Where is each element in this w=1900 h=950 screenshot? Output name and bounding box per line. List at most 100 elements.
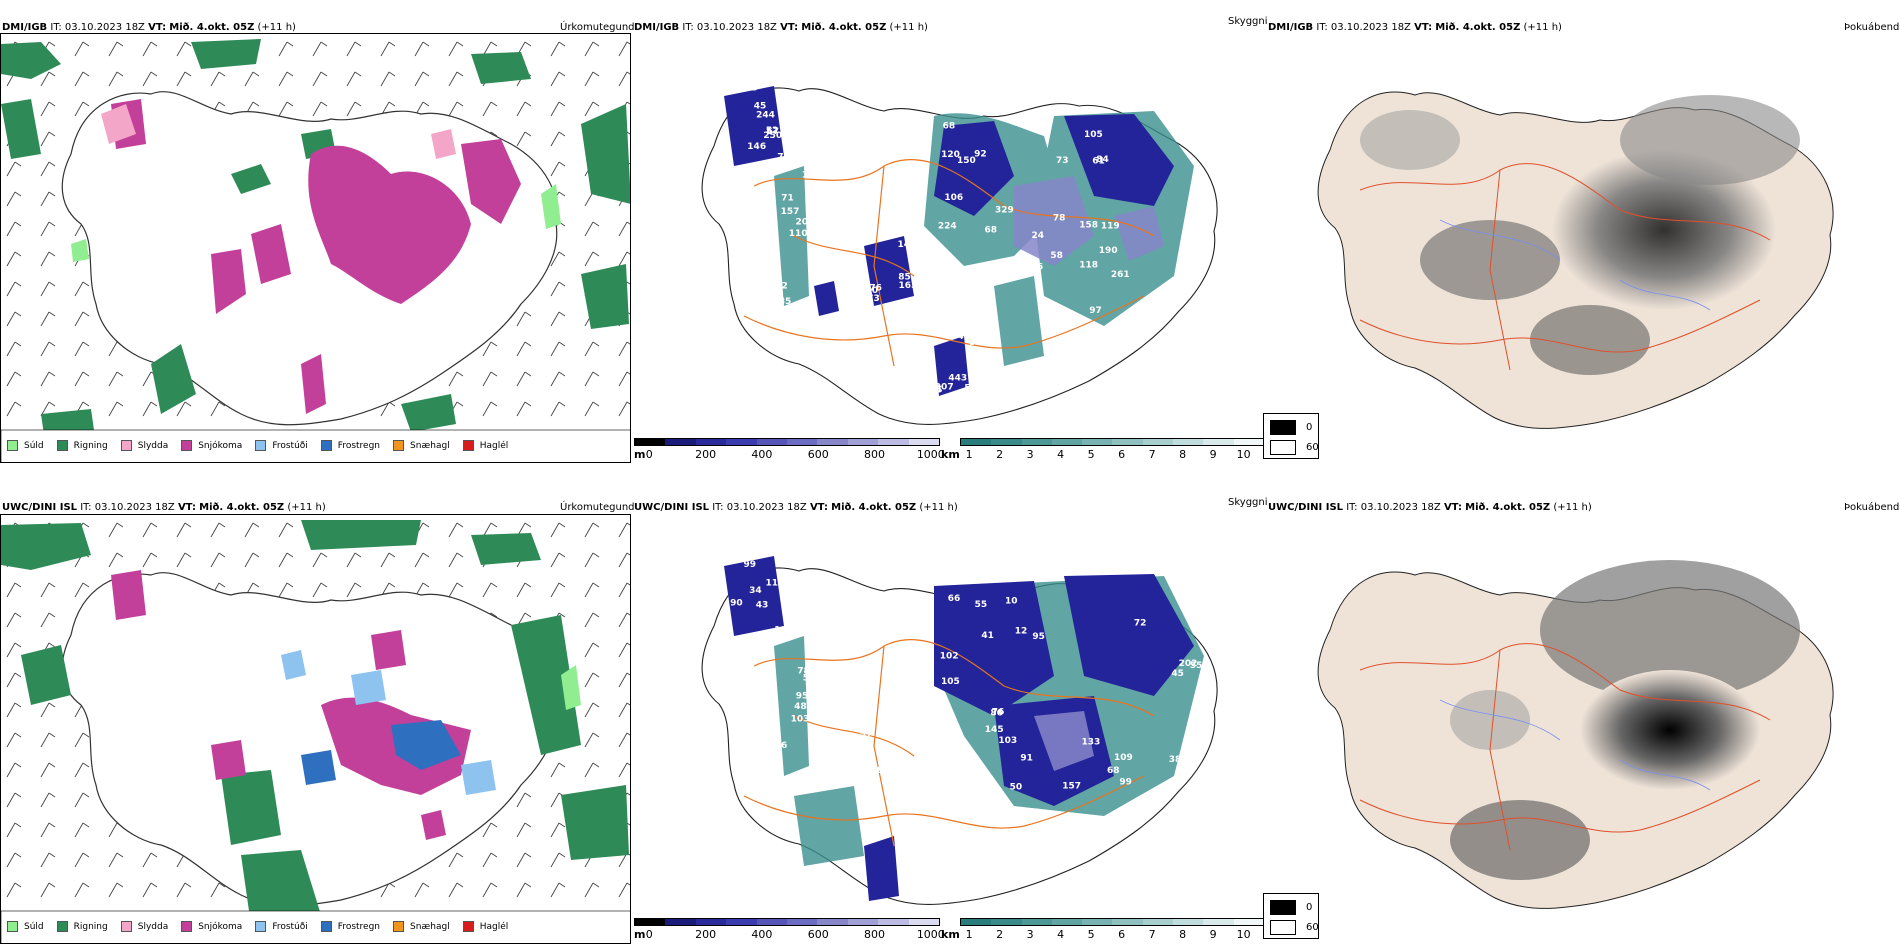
vt-value: Mið. 4.okt. 05Z: [169, 22, 255, 33]
it-label: IT:: [1316, 22, 1328, 33]
visibility-value-label: 105: [1084, 130, 1103, 140]
colorbar-segment: [961, 919, 992, 925]
fog-legend-swatch: [1270, 440, 1296, 455]
visibility-value-label: 120: [941, 150, 960, 160]
colorbar-segment: [1173, 439, 1204, 445]
unit-m: m: [634, 928, 646, 941]
visibility-value-label: 91: [930, 385, 943, 395]
vt-label: VT:: [809, 502, 828, 513]
visibility-value-label: 55: [964, 383, 977, 393]
visibility-value-label: 65: [860, 784, 873, 794]
visibility-value-label: 66: [948, 594, 961, 604]
tick-label: 6: [1118, 928, 1126, 941]
fog-title-bottom: Þokuábendi: [1844, 502, 1900, 513]
visibility-value-label: 127: [814, 210, 833, 220]
visibility-value-label: 64: [939, 803, 952, 813]
visibility-value-label: 91: [1020, 753, 1033, 763]
colorbar-segment: [817, 439, 848, 445]
visibility-colorbar-m-top: [634, 438, 940, 446]
model-name: DMI/IGB: [2, 22, 48, 33]
legend-swatch: [181, 440, 193, 451]
legend-item-slydda: Slydda: [120, 921, 168, 932]
visibility-value-label: 73: [867, 294, 880, 304]
visibility-value-label: 85: [952, 802, 965, 812]
visibility-map-svg: 99 10 55 103 60 81 86 114 102 72 48 65 64 91 192 76 109 7…: [701, 556, 1218, 905]
visibility-value-label: 72: [1134, 619, 1147, 629]
visibility-value-label: 150: [960, 815, 979, 825]
tick-label: 1: [965, 448, 973, 461]
tick-label: 5: [1087, 928, 1095, 941]
colorbar-segment: [1021, 439, 1052, 445]
colorbar-segment: [908, 919, 940, 925]
colorbar-segment: [878, 919, 909, 925]
legend-swatch: [393, 440, 405, 451]
colorbar-segment: [817, 919, 848, 925]
legend-item-sudl: Súld: [7, 440, 44, 451]
unit-km: km: [941, 928, 960, 941]
vt-label: VT:: [780, 22, 799, 33]
visibility-value-label: 72: [775, 282, 788, 292]
visibility-value-label: 118: [1079, 261, 1098, 271]
colorbar-segment: [991, 919, 1022, 925]
legend-swatch: [255, 440, 267, 451]
ticks-km-bottom: 1 2 3 4 5 6 7 8 9 10: [960, 928, 1265, 942]
visibility-value-label: 146: [898, 240, 917, 250]
visibility-value-label: 128: [943, 826, 962, 836]
precip-title-top: Úrkomutegund: [560, 22, 635, 33]
visibility-value-label: 124: [763, 636, 782, 646]
fog-legend-item-0: 0: [1270, 420, 1312, 435]
fog-legend-item-60: 60: [1270, 440, 1319, 455]
ticks-m-bottom: 0 200 400 600 800 1000: [634, 928, 945, 942]
tick-label: 8: [1179, 928, 1187, 941]
tick-label: 600: [807, 448, 829, 461]
visibility-value-label: 70: [777, 153, 790, 163]
visibility-value-label: 103: [998, 736, 1017, 746]
lead-time: (+11 h): [287, 502, 326, 513]
it-value: 03.10.2023 18Z: [1330, 22, 1411, 33]
it-value: 03.10.2023 18Z: [696, 22, 777, 33]
visibility-value-label: 99: [1119, 777, 1132, 787]
vt-label: VT:: [1414, 22, 1433, 33]
visibility-value-label: 99: [744, 560, 757, 570]
visibility-value-label: 45: [1171, 669, 1184, 679]
colorbar-segment: [961, 439, 992, 445]
visibility-value-label: 45: [930, 386, 943, 396]
visibility-value-label: 443: [948, 374, 967, 384]
visibility-value-label: 202: [1179, 659, 1198, 669]
visibility-value-label: 157: [781, 207, 800, 217]
visibility-value-label: 200: [859, 286, 878, 296]
visibility-value-label: 34: [749, 586, 762, 596]
visibility-value-label: 105: [941, 677, 960, 687]
visibility-value-label: 67: [767, 127, 780, 137]
fog-map-bottom: [1290, 520, 1880, 910]
precip-header-top: DMI/IGB IT: 03.10.2023 18Z VT: Mið. 4.ok…: [2, 22, 296, 34]
fog-map-svg: [1317, 560, 1834, 909]
tick-label: 800: [864, 928, 886, 941]
it-label: IT:: [1346, 502, 1358, 513]
colorbar-segment: [1233, 919, 1264, 925]
model-name: DMI/IGB: [634, 22, 680, 33]
visibility-value-label: 78: [797, 666, 810, 676]
lead-time: (+11 h): [919, 502, 958, 513]
visibility-value-label: 57: [905, 731, 918, 741]
precip-map-svg: [1, 515, 630, 943]
visibility-value-label: 45: [754, 101, 767, 111]
it-value: 03.10.2023 18Z: [726, 502, 807, 513]
visibility-value-label: 57: [860, 730, 873, 740]
precip-legend-bottom: Súld Rigning Slydda Snjókoma Frostúði Fr…: [7, 921, 521, 932]
fog-map-top: [1290, 40, 1880, 430]
legend-swatch: [181, 921, 193, 932]
tick-label: 4: [1057, 928, 1065, 941]
visibility-value-label: 95: [796, 692, 809, 702]
fog-legend-swatch: [1270, 900, 1296, 915]
vt-label: VT:: [177, 502, 196, 513]
visibility-value-label: 68: [985, 226, 998, 236]
visibility-value-label: 324: [751, 79, 770, 89]
visibility-labels-bottom: 99 10 55 103 60 81 86 114 102 72 48 65 64 91 192 76 109 7…: [730, 560, 1202, 872]
legend-item-frostregn: Frostregn: [320, 921, 380, 932]
colorbar-segment: [726, 439, 757, 445]
visibility-value-label: 78: [1053, 213, 1066, 223]
visibility-value-label: 160: [914, 707, 933, 717]
it-label: IT:: [682, 22, 694, 33]
colorbar-segment: [665, 919, 696, 925]
